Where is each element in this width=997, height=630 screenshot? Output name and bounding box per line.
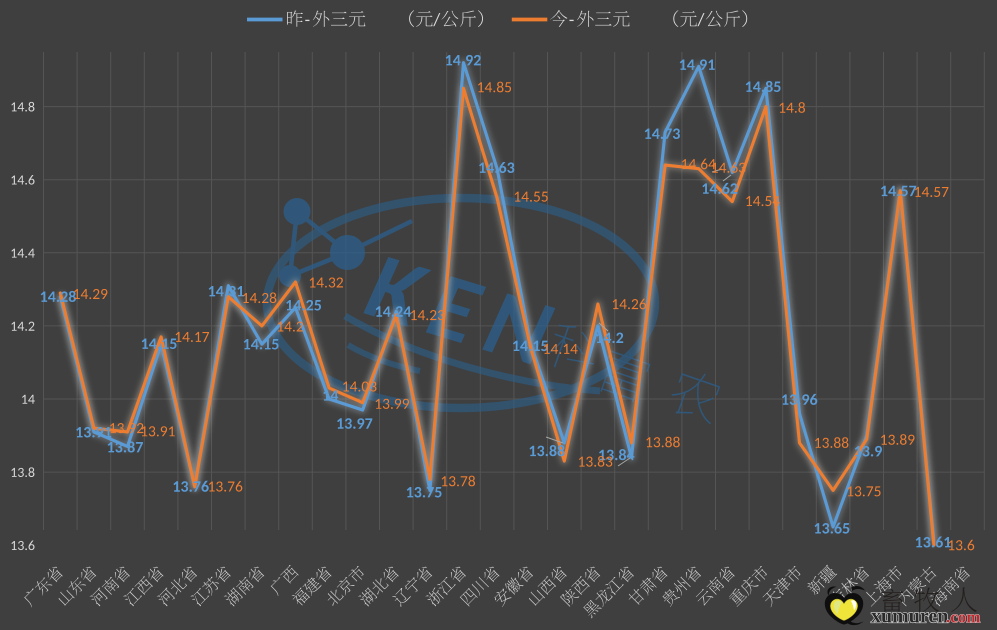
svg-text:xumuren: xumuren [871,606,948,628]
svg-text:.com: .com [946,608,980,627]
